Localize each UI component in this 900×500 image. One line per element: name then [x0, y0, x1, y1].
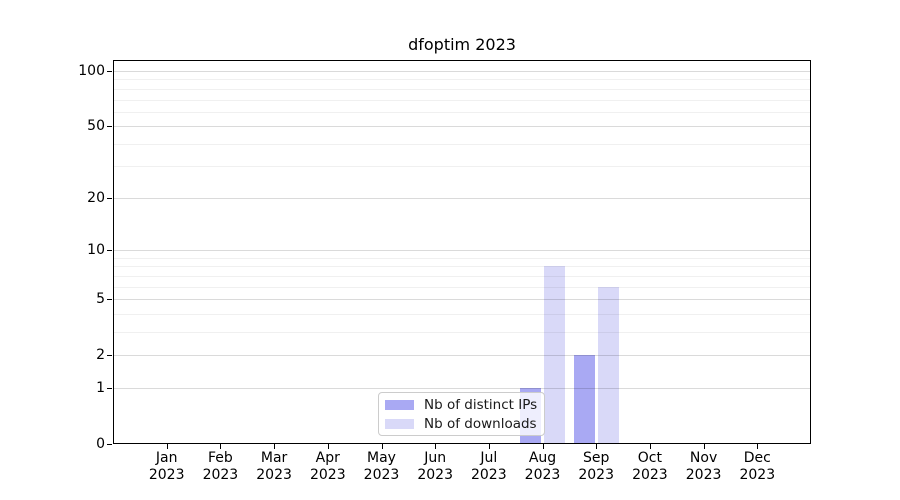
x-tick-mark-feb — [220, 444, 222, 449]
legend-item-distinct-ips: Nb of distinct IPs — [385, 396, 538, 413]
y-tick-label-2: 2 — [96, 347, 105, 364]
minor-gridline-3 — [113, 332, 811, 333]
x-tick-label-may: May 2023 — [363, 450, 400, 483]
y-tick-label-1: 1 — [96, 380, 105, 396]
x-tick-label-feb: Feb 2023 — [202, 450, 239, 483]
major-gridline-10 — [113, 250, 811, 252]
legend-label-downloads: Nb of downloads — [424, 415, 537, 432]
x-tick-mark-dec — [757, 444, 759, 449]
x-tick-mark-may — [381, 444, 383, 449]
y-tick-mark-1 — [107, 388, 112, 389]
major-gridline-100 — [113, 71, 811, 72]
minor-gridline-90 — [113, 79, 811, 81]
x-tick-label-aug: Aug 2023 — [524, 450, 561, 483]
minor-gridline-30 — [113, 166, 811, 168]
y-tick-label-0: 0 — [96, 436, 105, 452]
x-tick-mark-apr — [327, 444, 329, 449]
y-tick-mark-10 — [107, 250, 112, 252]
bar-downloads-aug — [544, 266, 566, 443]
y-tick-mark-100 — [107, 71, 112, 72]
x-tick-mark-aug — [542, 444, 544, 449]
legend: Nb of distinct IPs Nb of downloads — [378, 392, 545, 436]
x-tick-label-nov: Nov 2023 — [685, 450, 722, 483]
y-tick-label-5: 5 — [96, 291, 105, 308]
minor-gridline-9 — [113, 257, 811, 259]
x-tick-mark-jul — [488, 444, 490, 449]
minor-gridline-40 — [113, 143, 811, 145]
y-tick-label-10: 10 — [87, 242, 105, 259]
major-gridline-20 — [113, 197, 811, 199]
x-tick-label-sep: Sep 2023 — [578, 450, 614, 483]
legend-item-downloads: Nb of downloads — [385, 415, 537, 432]
x-tick-mark-oct — [649, 444, 651, 449]
minor-gridline-80 — [113, 88, 811, 90]
bar-downloads-sep — [597, 286, 619, 443]
y-tick-label-100: 100 — [78, 63, 105, 79]
y-tick-label-20: 20 — [87, 189, 105, 206]
minor-gridline-4 — [113, 313, 811, 315]
x-tick-mark-sep — [596, 444, 598, 449]
major-gridline-5 — [113, 299, 811, 301]
x-tick-label-mar: Mar 2023 — [256, 450, 292, 483]
bar-distinct-ips-sep — [573, 355, 595, 443]
y-tick-mark-50 — [107, 126, 112, 128]
minor-gridline-7 — [113, 275, 811, 277]
x-tick-label-jan: Jan 2023 — [148, 450, 185, 483]
x-tick-label-oct: Oct 2023 — [632, 450, 668, 483]
legend-swatch-downloads — [385, 418, 414, 429]
plot-area — [113, 60, 811, 444]
x-tick-label-apr: Apr 2023 — [309, 450, 346, 483]
x-tick-mark-nov — [703, 444, 705, 449]
x-tick-mark-jun — [435, 444, 437, 449]
minor-gridline-8 — [113, 266, 811, 268]
y-tick-mark-0 — [107, 444, 112, 445]
major-gridline-50 — [113, 126, 811, 128]
x-tick-mark-mar — [274, 444, 276, 449]
legend-label-distinct-ips: Nb of distinct IPs — [424, 396, 538, 413]
legend-swatch-distinct-ips — [385, 399, 414, 410]
x-tick-label-dec: Dec 2023 — [739, 450, 776, 483]
major-gridline-2 — [113, 355, 811, 357]
minor-gridline-70 — [113, 99, 811, 101]
x-tick-mark-jan — [166, 444, 168, 449]
y-tick-mark-2 — [107, 355, 112, 357]
minor-gridline-6 — [113, 286, 811, 288]
y-tick-mark-5 — [107, 299, 112, 301]
x-tick-label-jun: Jun 2023 — [417, 450, 453, 483]
x-tick-label-jul: Jul 2023 — [470, 450, 507, 483]
minor-gridline-60 — [113, 111, 811, 113]
y-tick-mark-20 — [107, 197, 112, 199]
chart-title: dfoptim 2023 — [408, 35, 516, 54]
y-tick-label-50: 50 — [87, 118, 105, 135]
major-gridline-1 — [113, 388, 811, 389]
